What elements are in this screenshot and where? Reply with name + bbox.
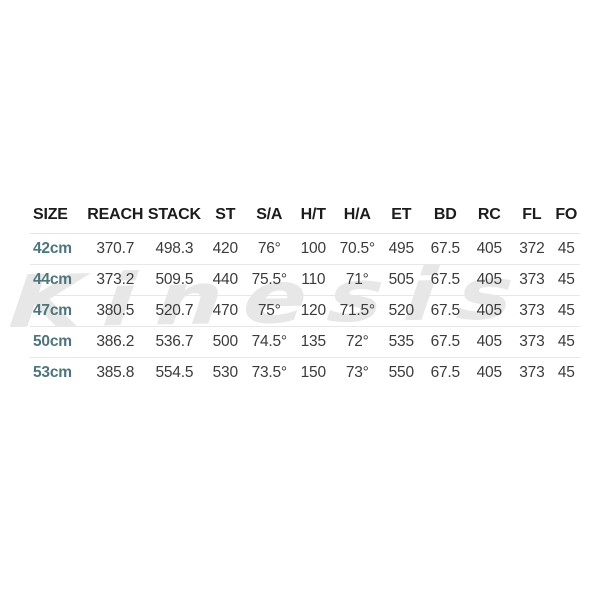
table-cell: 100 xyxy=(291,233,336,265)
table-cell: 67.5 xyxy=(423,295,468,327)
table-row: 44cm 373.2 509.5 440 75.5° 110 71° 505 67.5 405 37… xyxy=(30,264,580,296)
table-cell: 535 xyxy=(379,326,424,358)
column-header-st: ST xyxy=(203,202,248,234)
table-cell: 420 xyxy=(203,233,248,265)
table-cell: 405 xyxy=(476,364,502,381)
table-cell: 498.3 xyxy=(145,233,204,265)
table-cell: 373.2 xyxy=(85,264,146,296)
table-row: 47cm 380.5 520.7 470 75° 120 71.5° 520 67.5 405 37… xyxy=(30,295,580,327)
column-header-fo: FO xyxy=(552,202,580,234)
table-cell: 75° xyxy=(247,295,292,327)
geometry-table-container: SIZE REACH STACK ST S/A H/T H/A ET BD RC FL FO 42cm… xyxy=(30,202,580,388)
column-header-stack: STACK xyxy=(145,202,204,234)
table-cell: 554.5 xyxy=(155,364,194,381)
table-cell: 73° xyxy=(345,364,369,381)
table-cell: 76° xyxy=(247,233,292,265)
table-cell: 45 xyxy=(552,326,580,358)
table-row: 42cm 370.7 498.3 420 76° 100 70.5° 495 67.5 405 37… xyxy=(30,233,580,265)
column-header-h-a: H/A xyxy=(335,202,380,234)
table-cell: 405 xyxy=(467,264,512,296)
table-cell: 150 xyxy=(300,364,326,381)
table-body: 42cm 370.7 498.3 420 76° 100 70.5° 495 67.5 405 37… xyxy=(30,233,580,389)
table-cell: 500 xyxy=(203,326,248,358)
table-cell: 373 xyxy=(511,326,553,358)
table-cell: 505 xyxy=(379,264,424,296)
table-cell: 135 xyxy=(291,326,336,358)
table-cell: 495 xyxy=(379,233,424,265)
table-cell: 45 xyxy=(552,264,580,296)
table-cell: 405 xyxy=(467,326,512,358)
table-cell: 71° xyxy=(335,264,380,296)
table-cell: 405 xyxy=(467,233,512,265)
table-header: SIZE REACH STACK ST S/A H/T H/A ET BD RC FL FO xyxy=(30,202,580,234)
table-cell: 370.7 xyxy=(85,233,146,265)
table-cell: 373 xyxy=(511,295,553,327)
table-row: 50cm 386.2 536.7 500 74.5° 135 72° 535 67.5 405 37… xyxy=(30,326,580,358)
header-row: SIZE REACH STACK ST S/A H/T H/A ET BD RC FL FO xyxy=(30,202,580,234)
table-cell: 470 xyxy=(203,295,248,327)
table-cell: 120 xyxy=(291,295,336,327)
table-cell: 440 xyxy=(203,264,248,296)
table-cell: 385.8 xyxy=(96,364,135,381)
table-cell: 520.7 xyxy=(145,295,204,327)
table-cell: 373 xyxy=(519,364,545,381)
table-row: 53cm 385.8 554.5 530 73.5° 150 73° 550 67.5 405 37… xyxy=(30,358,580,389)
geometry-table: SIZE REACH STACK ST S/A H/T H/A ET BD RC FL FO 42cm… xyxy=(30,202,580,388)
table-cell: 45 xyxy=(557,364,575,381)
cell-size: 42cm xyxy=(30,233,85,265)
table-cell: 110 xyxy=(291,264,336,296)
column-header-rc: RC xyxy=(467,202,512,234)
cell-size: 47cm xyxy=(30,295,85,327)
table-cell: 550 xyxy=(388,364,414,381)
table-cell: 45 xyxy=(552,295,580,327)
table-cell: 372 xyxy=(511,233,553,265)
table-cell: 373 xyxy=(511,264,553,296)
table-cell: 67.5 xyxy=(423,233,468,265)
table-cell: 73.5° xyxy=(251,364,288,381)
column-header-reach: REACH xyxy=(85,202,146,234)
table-cell: 405 xyxy=(467,295,512,327)
cell-size: 50cm xyxy=(30,326,85,358)
table-cell: 67.5 xyxy=(430,364,461,381)
table-cell: 45 xyxy=(552,233,580,265)
table-cell: 72° xyxy=(335,326,380,358)
table-cell: 509.5 xyxy=(145,264,204,296)
column-header-et: ET xyxy=(379,202,424,234)
table-cell: 530 xyxy=(212,364,238,381)
column-header-bd: BD xyxy=(423,202,468,234)
cell-size: 53cm xyxy=(33,364,72,381)
table-cell: 75.5° xyxy=(247,264,292,296)
table-cell: 67.5 xyxy=(423,264,468,296)
column-header-s-a: S/A xyxy=(247,202,292,234)
table-cell: 67.5 xyxy=(423,326,468,358)
column-header-fl: FL xyxy=(511,202,553,234)
column-header-h-t: H/T xyxy=(291,202,336,234)
table-cell: 70.5° xyxy=(335,233,380,265)
column-header-size: SIZE xyxy=(30,202,85,234)
cell-size: 44cm xyxy=(30,264,85,296)
table-cell: 74.5° xyxy=(247,326,292,358)
table-cell: 71.5° xyxy=(335,295,380,327)
table-cell: 380.5 xyxy=(85,295,146,327)
table-cell: 536.7 xyxy=(145,326,204,358)
table-cell: 386.2 xyxy=(85,326,146,358)
table-cell: 520 xyxy=(379,295,424,327)
